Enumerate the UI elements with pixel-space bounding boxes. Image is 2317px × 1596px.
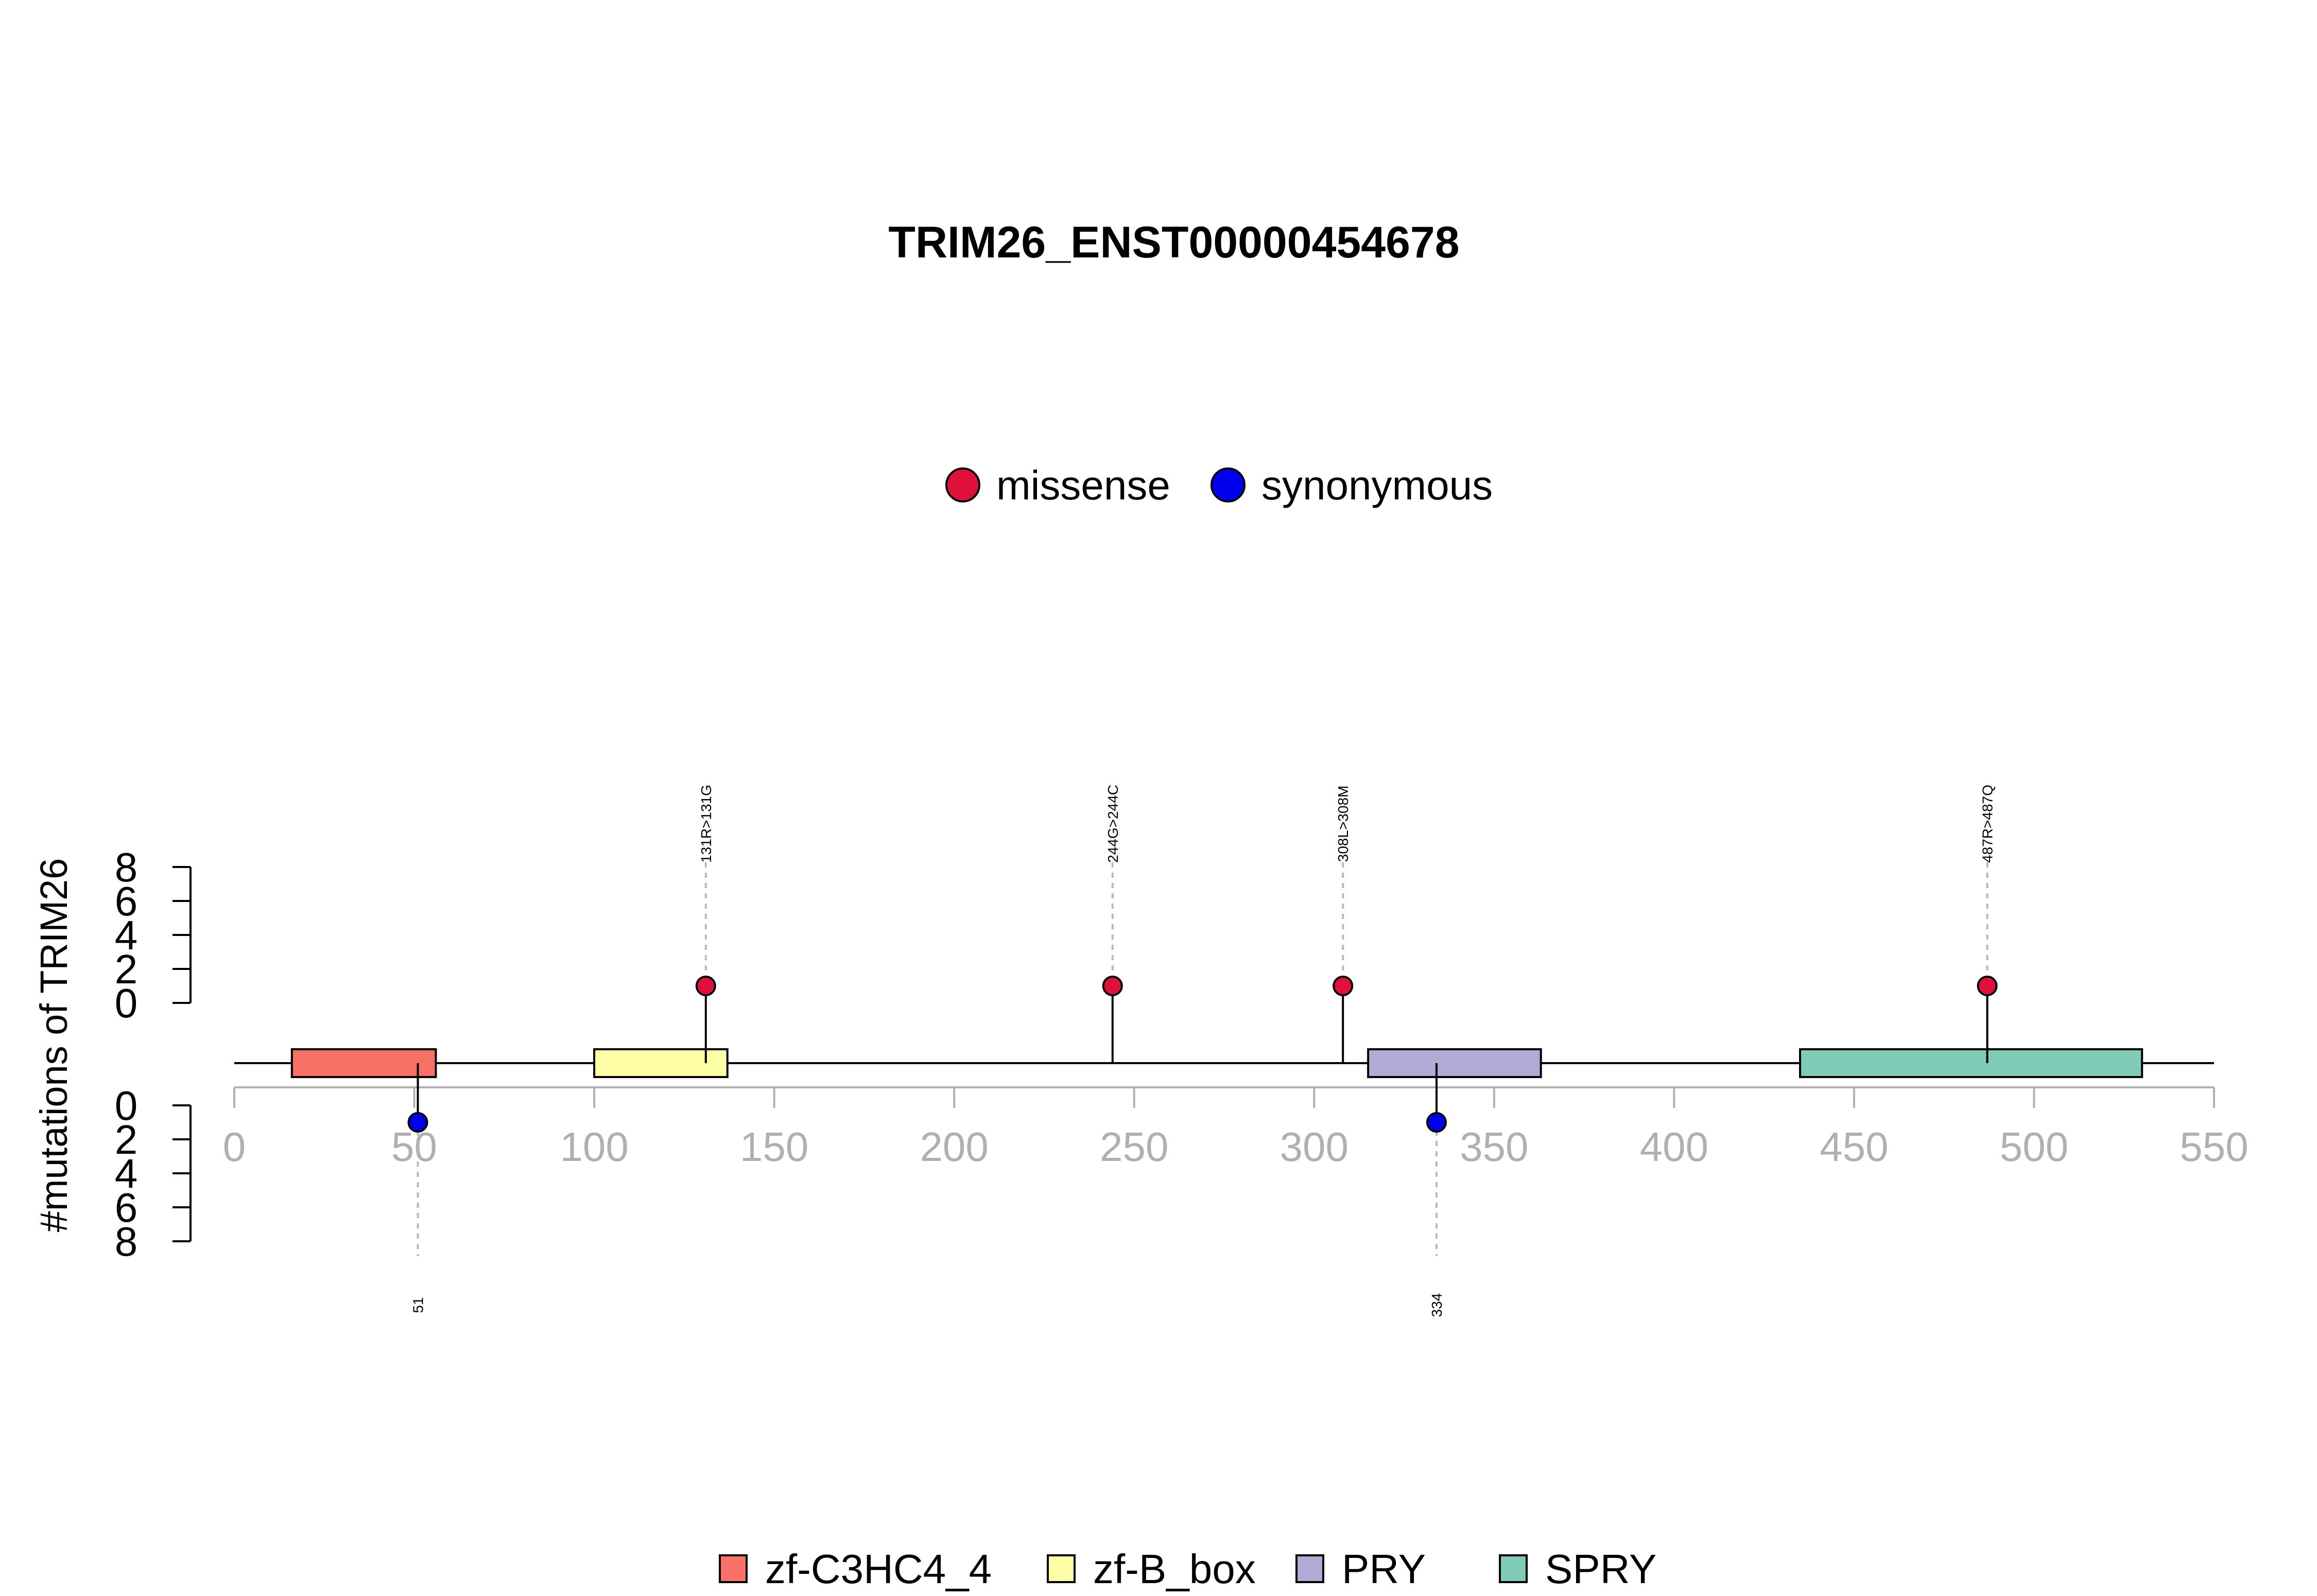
mutation-label-308: 308L>308M [1335,786,1351,862]
legend-PRY-swatch [1295,1554,1324,1583]
y-tick-label-top-8: 8 [115,844,138,890]
mutation-label-51: 51 [410,1297,426,1313]
y-tick-label-top-6: 6 [115,878,138,924]
x-tick-label-500: 500 [2000,1124,2068,1170]
domain-SPRY [1799,1048,2143,1078]
x-tick-label-550: 550 [2180,1124,2248,1170]
domain-PRY [1367,1048,1542,1078]
y-tick-label-bottom-6: 6 [115,1185,138,1230]
x-tick-label-200: 200 [920,1124,988,1170]
legend-missense-label: missense [996,462,1170,508]
y-tick-label-top-2: 2 [115,946,138,992]
x-axis: 0 50 100 150 200 250 300 350 400 450 500 550 [223,1086,2249,1170]
mutation-legend: missense synonymous [945,462,1493,508]
legend-PRY-label: PRY [1342,1546,1426,1592]
legend-synonymous-label: synonymous [1261,462,1493,508]
lollipop-head-334 [1426,1112,1447,1133]
legend-SPRY-label: SPRY [1545,1546,1656,1592]
legend-zf-C3HC4_4-swatch [719,1554,748,1583]
legend-zf-C3HC4_4-label: zf-C3HC4_4 [765,1546,992,1592]
x-tick-label-150: 150 [740,1124,808,1170]
x-tick-label-450: 450 [1820,1124,1888,1170]
mutation-label-487: 487R>487Q [1980,785,1996,863]
x-tick-label-100: 100 [560,1124,628,1170]
x-tick-label-300: 300 [1280,1124,1348,1170]
x-tick-label-0: 0 [223,1124,246,1170]
lollipop-head-308 [1333,976,1354,996]
legend-zf-B_box-label: zf-B_box [1093,1546,1256,1592]
legend-missense-marker [945,467,980,502]
y-tick-label-bottom-4: 4 [115,1151,138,1196]
domain-zf-C3HC4_4 [290,1048,437,1078]
y-tick-label-bottom-0: 0 [115,1083,138,1129]
protein-track [234,1048,2214,1078]
chart-title: TRIM26_ENST00000454678 [888,218,1459,267]
x-tick-label-250: 250 [1100,1124,1168,1170]
mutations: 131R>131G 244G>244C 308L>308M 487R>487Q 51 33… [407,785,1998,1317]
domain-zf-B_box [593,1048,729,1078]
mutation-label-131: 131R>131G [698,785,714,863]
mutation-label-244: 244G>244C [1105,785,1121,863]
legend-zf-B_box-swatch [1047,1554,1076,1583]
y-tick-label-bottom-8: 8 [115,1219,138,1264]
legend-synonymous-marker [1211,467,1246,502]
lollipop-head-131 [695,976,716,996]
legend-SPRY-swatch [1499,1554,1528,1583]
y-tick-label-bottom-2: 2 [115,1117,138,1163]
mutation-label-334: 334 [1429,1293,1445,1317]
x-tick-label-350: 350 [1460,1124,1528,1170]
lollipop-head-244 [1102,976,1123,996]
x-tick-label-400: 400 [1640,1124,1708,1170]
lollipop-head-51 [407,1112,428,1133]
domain-legend: zf-C3HC4_4 zf-B_box PRY SPRY [719,1546,1656,1592]
lollipop-head-487 [1977,976,1998,996]
y-tick-label-top-0: 0 [115,980,138,1026]
y-axis-label: #mutations of TRIM26 [32,858,75,1233]
y-tick-label-top-4: 4 [115,912,138,958]
